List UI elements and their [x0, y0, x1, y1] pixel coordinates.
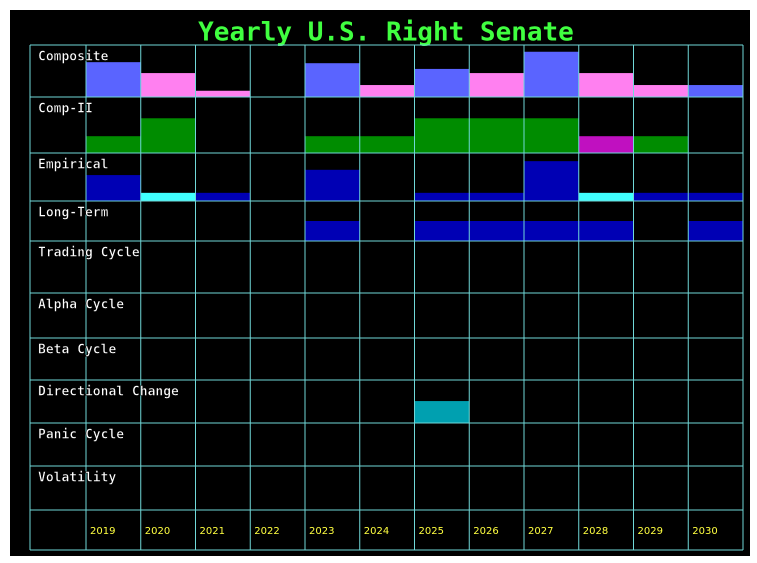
bar [305, 63, 360, 97]
bar [633, 192, 689, 201]
bar [633, 136, 689, 153]
bar [195, 90, 251, 97]
row-label: Directional Change [38, 385, 179, 400]
year-label: 2023 [309, 526, 334, 537]
year-label: 2021 [200, 526, 225, 537]
row-label: Long-Term [38, 206, 109, 221]
year-label: 2019 [90, 526, 115, 537]
row-label: Panic Cycle [38, 428, 124, 443]
year-label: 2022 [254, 526, 279, 537]
bar [688, 221, 743, 241]
row-label: Trading Cycle [38, 246, 140, 261]
bar [469, 221, 524, 241]
bar [578, 192, 634, 201]
bar [688, 85, 743, 97]
row-label: Comp-II [38, 102, 93, 117]
bar [140, 73, 196, 97]
row-label: Alpha Cycle [38, 298, 124, 313]
bar [86, 62, 141, 97]
year-label: 2030 [692, 526, 717, 537]
bar [140, 118, 196, 153]
bar [140, 192, 196, 201]
row-label: Beta Cycle [38, 343, 116, 358]
bar [524, 118, 579, 153]
bar [86, 175, 141, 201]
bar [469, 73, 524, 97]
bar [414, 68, 470, 97]
bar [305, 169, 360, 201]
bar [414, 192, 470, 201]
bar [305, 221, 360, 241]
bar [414, 401, 470, 423]
bar [469, 192, 524, 201]
bar [524, 221, 579, 241]
background [10, 10, 750, 556]
bar [359, 85, 415, 97]
bar [86, 136, 141, 153]
year-label: 2024 [364, 526, 389, 537]
bar [578, 221, 634, 241]
row-label: Composite [38, 50, 109, 65]
bar [469, 118, 524, 153]
year-label: 2020 [145, 526, 170, 537]
bar [578, 136, 634, 153]
row-label: Volatility [38, 471, 116, 486]
bar [414, 118, 470, 153]
bar [524, 51, 579, 97]
title: Yearly U.S. Right Senate [198, 18, 574, 48]
bar [414, 221, 470, 241]
year-label: 2027 [528, 526, 553, 537]
bar [688, 192, 743, 201]
bar [359, 136, 415, 153]
bar [524, 161, 579, 201]
bar [578, 73, 634, 97]
year-label: 2028 [583, 526, 608, 537]
year-label: 2029 [638, 526, 663, 537]
year-label: 2025 [419, 526, 444, 537]
bar [633, 85, 689, 97]
bar [195, 192, 251, 201]
row-label: Empirical [38, 158, 108, 173]
year-label: 2026 [473, 526, 498, 537]
bar [305, 136, 360, 153]
